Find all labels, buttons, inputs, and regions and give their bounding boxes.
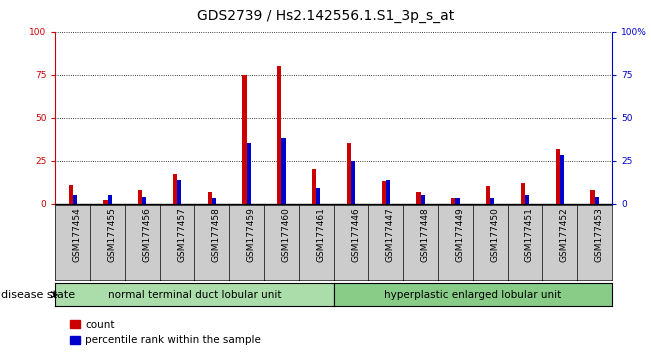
Bar xyxy=(68,185,73,204)
Text: GSM177450: GSM177450 xyxy=(490,207,499,262)
Bar xyxy=(73,195,77,204)
Text: GSM177461: GSM177461 xyxy=(316,207,326,262)
Bar xyxy=(456,198,460,204)
Bar xyxy=(490,198,494,204)
Bar xyxy=(594,197,599,204)
Text: hyperplastic enlarged lobular unit: hyperplastic enlarged lobular unit xyxy=(384,290,561,300)
Text: normal terminal duct lobular unit: normal terminal duct lobular unit xyxy=(107,290,281,300)
Text: GSM177458: GSM177458 xyxy=(212,207,221,262)
Bar xyxy=(104,200,107,204)
Bar xyxy=(417,192,421,204)
Bar xyxy=(312,169,316,204)
Bar xyxy=(525,195,529,204)
Text: GSM177446: GSM177446 xyxy=(351,207,360,262)
Bar xyxy=(247,143,251,204)
Bar xyxy=(521,183,525,204)
Text: GSM177459: GSM177459 xyxy=(247,207,256,262)
Bar xyxy=(316,188,320,204)
Text: GSM177454: GSM177454 xyxy=(73,207,82,262)
Bar xyxy=(281,138,286,204)
Text: disease state: disease state xyxy=(1,290,76,300)
Bar xyxy=(138,190,143,204)
Text: GSM177448: GSM177448 xyxy=(421,207,430,262)
Text: GSM177453: GSM177453 xyxy=(594,207,603,262)
Text: GSM177455: GSM177455 xyxy=(107,207,117,262)
Bar xyxy=(560,155,564,204)
Bar xyxy=(242,75,247,204)
Bar xyxy=(143,197,146,204)
Bar xyxy=(177,179,181,204)
Bar xyxy=(212,198,216,204)
Bar xyxy=(347,143,351,204)
Text: GSM177457: GSM177457 xyxy=(177,207,186,262)
Text: GSM177456: GSM177456 xyxy=(143,207,151,262)
Bar xyxy=(107,195,112,204)
Bar xyxy=(590,190,594,204)
Text: GSM177460: GSM177460 xyxy=(281,207,290,262)
Bar xyxy=(486,186,490,204)
Text: GSM177449: GSM177449 xyxy=(456,207,464,262)
Bar xyxy=(277,66,281,204)
Text: GDS2739 / Hs2.142556.1.S1_3p_s_at: GDS2739 / Hs2.142556.1.S1_3p_s_at xyxy=(197,9,454,23)
Bar xyxy=(451,198,456,204)
Bar xyxy=(555,149,560,204)
Text: GSM177452: GSM177452 xyxy=(560,207,569,262)
Bar xyxy=(173,175,177,204)
Bar xyxy=(386,179,390,204)
Bar xyxy=(351,161,355,204)
Legend: count, percentile rank within the sample: count, percentile rank within the sample xyxy=(70,320,261,345)
Text: GSM177451: GSM177451 xyxy=(525,207,534,262)
Bar xyxy=(381,181,386,204)
Bar xyxy=(421,195,425,204)
Text: GSM177447: GSM177447 xyxy=(386,207,395,262)
Bar xyxy=(208,192,212,204)
